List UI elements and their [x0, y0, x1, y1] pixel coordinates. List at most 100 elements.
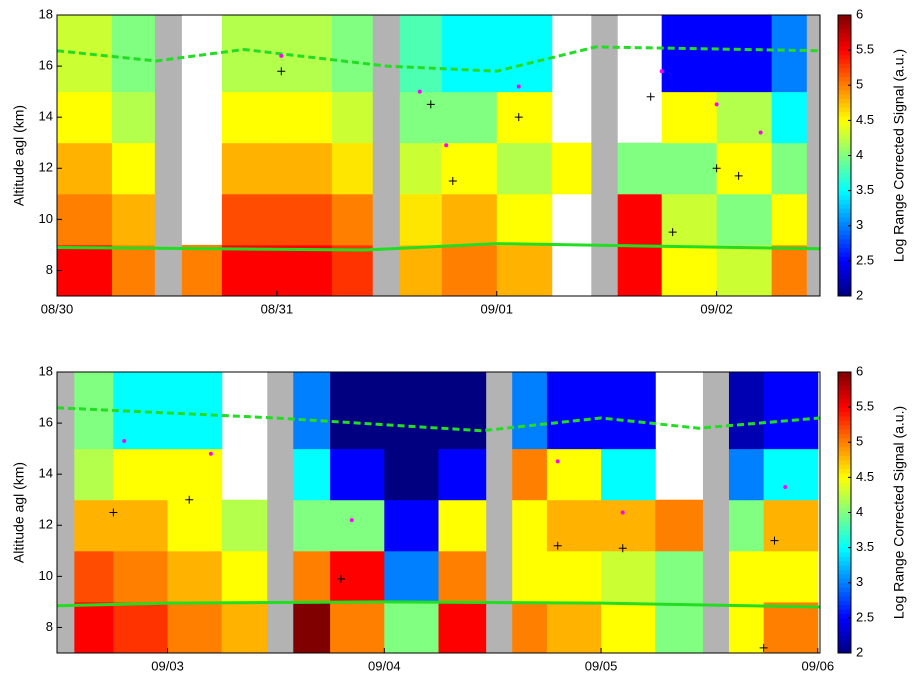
colorbar-tick-label: 5.5	[856, 42, 874, 57]
heatmap-cell	[763, 372, 819, 450]
heatmap-cell	[276, 142, 333, 195]
y-tick-label: 12	[39, 517, 53, 532]
tropopause-line	[57, 600, 820, 609]
heatmap-cell	[438, 550, 494, 603]
cloud-base-marker	[712, 164, 721, 173]
heatmap-cell	[441, 142, 498, 195]
plot-area	[57, 372, 820, 653]
cloud-base-marker	[185, 495, 194, 504]
heatmap-cell	[546, 601, 602, 653]
heatmap-cell	[496, 193, 553, 246]
cloud-top-marker	[620, 510, 625, 515]
heatmap-cell	[221, 142, 278, 195]
heatmap-cell	[57, 142, 113, 195]
x-tick-label: 09/01	[480, 301, 513, 316]
colorbar-tick-label: 4	[856, 147, 863, 162]
heatmap-cell	[601, 499, 656, 552]
y-tick-label: 14	[39, 109, 53, 124]
y-axis-label: Altitude agl (km)	[11, 462, 27, 563]
colorbar-tick-label: 5	[856, 77, 863, 92]
heatmap-cell	[330, 448, 385, 501]
y-tick-label: 18	[39, 6, 53, 21]
heatmap-cell	[655, 601, 710, 653]
data-gap	[372, 15, 400, 296]
y-tick-label: 8	[46, 262, 53, 277]
x-tick-label: 08/31	[261, 301, 294, 316]
colorbar-label: Log Range Corrected Signal (a.u.)	[891, 49, 907, 262]
heatmap-cell	[438, 448, 494, 501]
heatmap-cell	[763, 499, 819, 552]
heatmap-cell	[384, 372, 439, 450]
heatmap-cell	[716, 244, 773, 296]
heatmap-cell	[113, 601, 169, 653]
cloud-base-marker	[448, 177, 457, 186]
colorbar-tick-label: 4	[856, 504, 863, 519]
heatmap-cell	[221, 244, 278, 296]
colorbar-tick-label: 3.5	[856, 182, 874, 197]
heatmap-cell	[601, 372, 656, 450]
cloud-base-marker	[646, 92, 655, 101]
tropopause-line	[57, 45, 820, 73]
heatmap-cell	[167, 550, 223, 603]
heatmap-cell	[601, 550, 656, 603]
cloud-top-marker	[783, 484, 788, 489]
colorbar-tick-label: 4.5	[856, 112, 874, 127]
heatmap-cell	[167, 372, 223, 450]
colorbar-tick-label: 2.5	[856, 609, 874, 624]
cloud-top-marker	[516, 84, 521, 89]
cloud-top-marker	[122, 438, 127, 443]
heatmap-cell	[661, 193, 718, 246]
heatmap-cell	[441, 15, 498, 93]
heatmap-cell	[384, 448, 439, 501]
heatmap-cell	[496, 244, 553, 296]
x-tick-label: 09/06	[802, 658, 835, 673]
heatmap-cell	[661, 244, 718, 296]
colorbar-tick-label: 6	[856, 363, 863, 378]
x-tick-label: 09/02	[700, 301, 733, 316]
heatmap-cell	[601, 448, 656, 501]
x-tick-label: 09/04	[368, 658, 401, 673]
heatmap-cell	[601, 601, 656, 653]
heatmap-cell	[496, 91, 553, 144]
colorbar-label: Log Range Corrected Signal (a.u.)	[891, 406, 907, 619]
heatmap-cell	[276, 91, 333, 144]
heatmap-cell	[113, 499, 169, 552]
heatmap-cell	[655, 550, 710, 603]
heatmap-cell	[661, 91, 718, 144]
data-gap	[806, 15, 820, 296]
heatmap-cell	[441, 193, 498, 246]
cloud-top-marker	[444, 143, 449, 148]
y-axis-label: Altitude agl (km)	[11, 105, 27, 206]
cloud-top-marker	[279, 53, 284, 58]
cloud-top-marker	[349, 518, 354, 523]
plot-frame	[56, 14, 821, 297]
y-tick-label: 16	[39, 415, 53, 430]
cloud-base-marker	[553, 541, 562, 550]
heatmap-cell	[330, 550, 385, 603]
heatmap-cell	[438, 499, 494, 552]
heatmap-cell	[546, 372, 602, 450]
colorbar-tick-label: 4.5	[856, 469, 874, 484]
heatmap-cell	[330, 601, 385, 653]
heatmap-cell	[113, 448, 169, 501]
plot-frame	[56, 371, 821, 654]
y-tick-label: 12	[39, 160, 53, 175]
y-tick-label: 16	[39, 58, 53, 73]
data-gap	[486, 372, 513, 653]
data-gap	[591, 15, 618, 296]
heatmap-cell	[276, 244, 333, 296]
heatmap-cell	[546, 448, 602, 501]
cloud-base-marker	[426, 100, 435, 109]
heatmap-cell	[716, 142, 773, 195]
heatmap-cell	[221, 193, 278, 246]
colorbar-tick-label: 2	[856, 287, 863, 302]
cloud-base-marker	[109, 508, 118, 517]
cloud-base-marker	[668, 228, 677, 237]
x-tick-label: 08/30	[41, 301, 74, 316]
colorbar-tick-label: 6	[856, 6, 863, 21]
cloud-top-marker	[555, 459, 560, 464]
heatmap-cell	[167, 601, 223, 653]
heatmap-cell	[384, 499, 439, 552]
cloud-base-marker	[618, 544, 627, 553]
